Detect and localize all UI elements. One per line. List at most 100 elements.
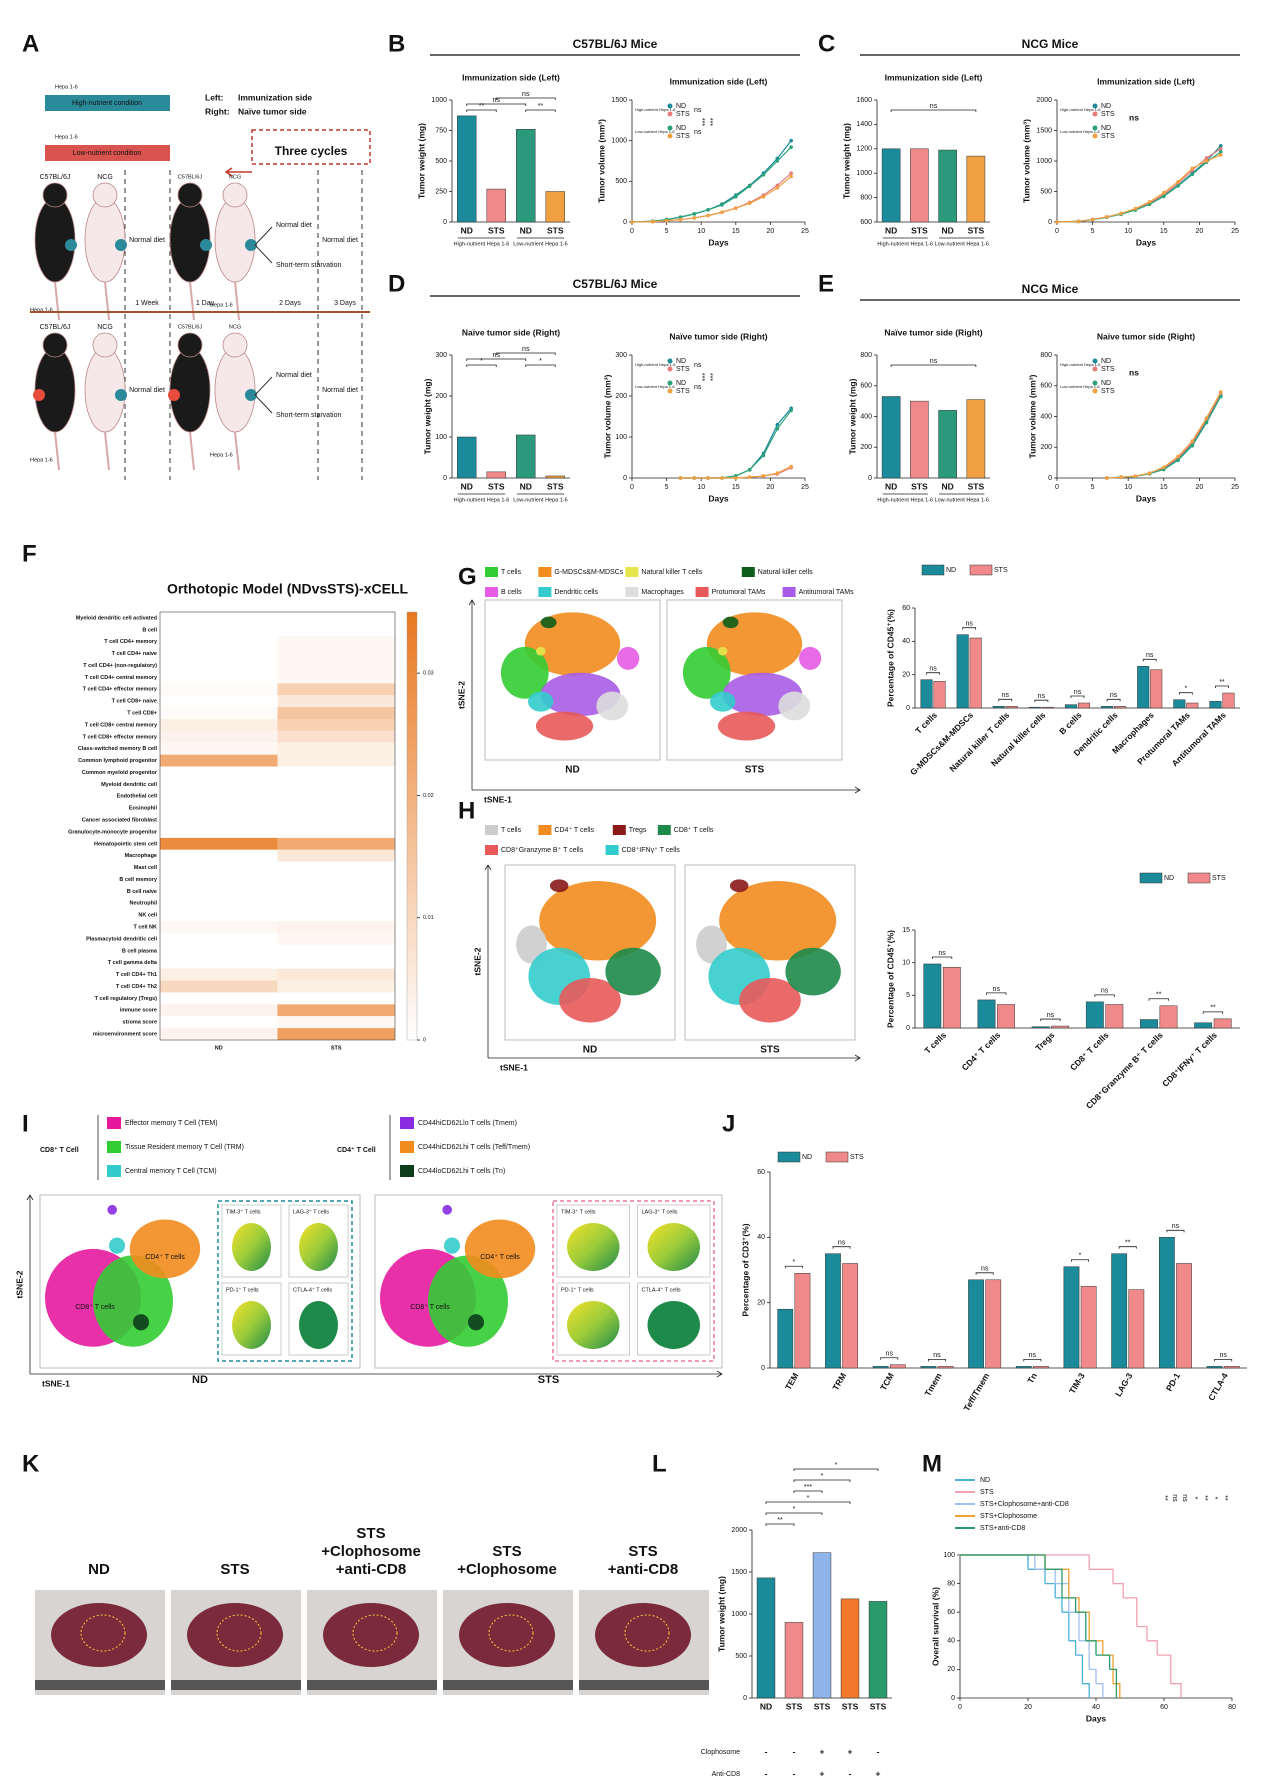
timeline-label: 1 Day: [196, 300, 215, 307]
mouse-tail: [54, 281, 60, 321]
legend-swatch: [657, 825, 671, 835]
heatmap-cell: [160, 968, 278, 981]
legend-swatch: [1092, 388, 1098, 394]
cell-line-label: Hepa 1-6: [30, 307, 53, 313]
tsne-cluster: [442, 1204, 453, 1215]
sig-label: **: [538, 103, 544, 110]
heatmap-row-label: T cell CD4+ Th1: [116, 972, 157, 978]
tsne-cluster: [516, 925, 547, 964]
tsne-cluster: [617, 646, 640, 670]
condition-box: [45, 95, 170, 111]
series-line: [1056, 154, 1221, 223]
bar: [1137, 666, 1150, 709]
series-point: [650, 219, 655, 224]
mouse-head: [222, 332, 248, 358]
photo-ruler: [171, 1680, 301, 1690]
series-line: [1056, 151, 1222, 223]
bar: [457, 436, 477, 479]
photo-label: +Clophosome: [457, 1561, 557, 1578]
heatmap-cell: [277, 754, 395, 767]
group-label: Low-nutrient Hepa 1-6: [513, 497, 567, 503]
bar: [868, 1601, 888, 1699]
treatment-mark: -: [765, 1746, 768, 1756]
y-tick-label: 10: [902, 960, 910, 967]
legend-label: T cells: [501, 569, 522, 576]
sig-bracket: [1071, 1259, 1090, 1262]
sig-bracket: [1202, 1011, 1224, 1014]
bar: [842, 1263, 859, 1369]
x-tick-label: ND: [885, 225, 897, 235]
survival-step: [960, 1554, 1090, 1570]
panel-letter: C: [818, 30, 835, 57]
legend-swatch: [667, 358, 673, 364]
side-text: Immunization side: [238, 92, 312, 102]
bar: [1206, 1366, 1223, 1369]
heatmap-cell: [277, 730, 395, 743]
legend-swatch: [107, 1117, 121, 1129]
legend-group: High-nutrient Hepa 1-6: [1060, 362, 1101, 367]
series-point: [789, 145, 793, 149]
marker-label: LAG-3⁺ T cells: [293, 1208, 329, 1215]
x-tick-label: LAG-3: [1113, 1371, 1135, 1398]
treatment-mark: -: [765, 1768, 768, 1778]
tumor-site: [200, 239, 212, 251]
bar: [1158, 1237, 1175, 1369]
x-tick-label: CD8⁺ T cells: [1068, 1030, 1111, 1073]
y-tick-label: 1500: [1036, 127, 1052, 134]
legend-swatch: [667, 366, 673, 372]
series-point: [1176, 458, 1180, 463]
series-line: [1056, 145, 1222, 223]
y-tick-label: 1500: [611, 97, 627, 104]
series-point: [1119, 475, 1123, 480]
x-tick-label: CD8⁺IFNγ⁺ T cells: [1160, 1030, 1219, 1089]
sig-bracket: [1106, 698, 1121, 702]
heatmap-cell: [277, 944, 395, 957]
sig-bracket: [495, 97, 556, 100]
sig-label: ns: [993, 986, 1001, 993]
y-axis-label: Tumor volume (mm³): [1027, 374, 1037, 458]
sig-label: **: [1210, 1005, 1216, 1012]
mouse-tail: [104, 431, 110, 471]
bar: [1051, 1025, 1070, 1029]
series-point: [1218, 390, 1223, 394]
x-tick-label: 60: [1160, 1704, 1168, 1711]
sig-label: ns: [1171, 1494, 1178, 1502]
tumor-site: [168, 389, 180, 401]
x-tick-label: Tregs: [1033, 1030, 1056, 1053]
timeline-label: 3 Days: [334, 300, 356, 307]
legend-swatch: [741, 567, 755, 577]
y-tick-label: 20: [947, 1666, 955, 1673]
heatmap-cell: [160, 635, 278, 648]
tumor-site: [33, 389, 45, 401]
heatmap-row-label: Myeloid dendritic cell: [101, 782, 157, 788]
legend-label: Antitumoral TAMs: [799, 589, 854, 596]
sig-label: ns: [1074, 689, 1082, 696]
y-axis-label: Overall survival (%): [930, 1587, 940, 1666]
survival-step: [1045, 1568, 1063, 1598]
mouse-head: [92, 182, 118, 208]
cluster-label: CD8⁺ T cells: [410, 1303, 450, 1311]
series-line: [1106, 391, 1222, 479]
heatmap-cell: [277, 885, 395, 898]
panel-letter: H: [458, 797, 475, 824]
y-tick-label: 800: [1040, 352, 1052, 359]
series-point: [775, 159, 780, 163]
mouse-tail: [104, 281, 110, 321]
sig-label: *: [1079, 1253, 1082, 1260]
series-point: [775, 186, 780, 190]
starvation-label: Short-term starvation: [276, 412, 341, 419]
y-axis-label: Tumor volume (mm³): [602, 374, 612, 458]
y-tick-label: 800: [860, 194, 872, 201]
tsne-cluster: [500, 646, 549, 699]
legend-label: Natural killer cells: [758, 569, 813, 576]
y-tick-label: 0: [1048, 475, 1052, 482]
y-tick-label: 0: [951, 1695, 955, 1702]
heatmap-column-label: ND: [215, 1045, 223, 1051]
sig-bracket: [793, 1490, 823, 1493]
heatmap-row-label: T cell regulatory (Tregs): [95, 996, 158, 1002]
series-point: [1119, 211, 1123, 216]
mouse-head: [177, 332, 203, 358]
panel-letter: B: [388, 30, 405, 57]
legend-label: CD4⁺ T cells: [554, 826, 594, 834]
series-point: [1190, 172, 1195, 177]
